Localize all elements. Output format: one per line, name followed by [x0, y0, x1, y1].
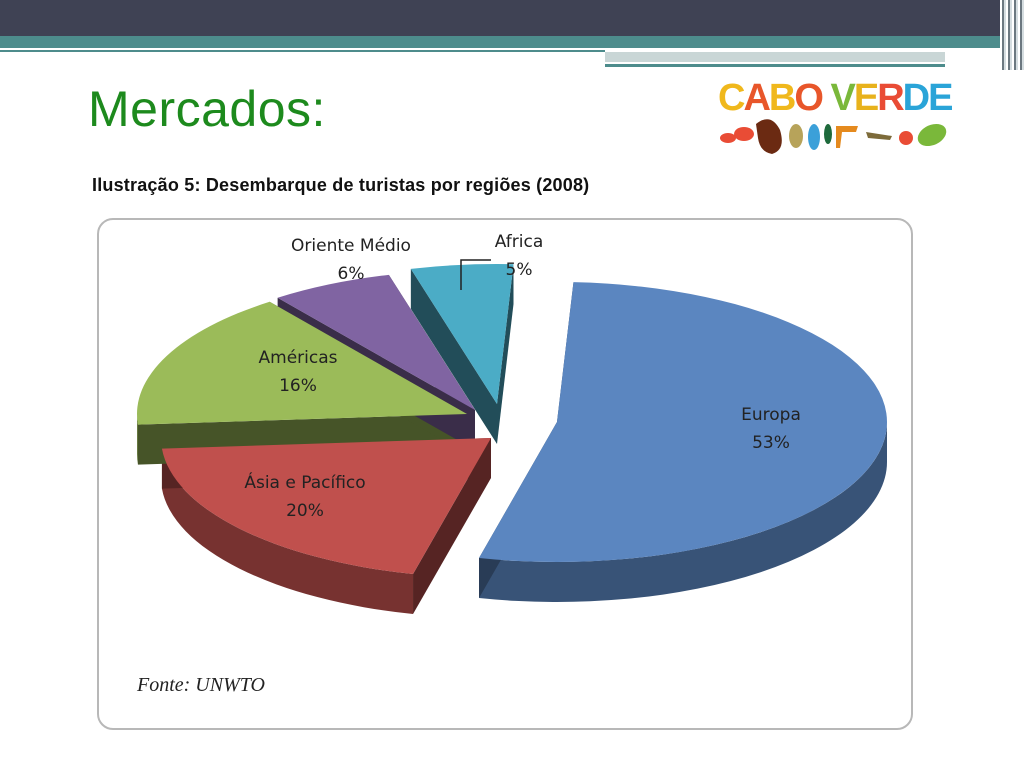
- pie-slice-oriente-m-dio: [277, 274, 475, 410]
- logo-wordmark: CABO VERDE: [718, 77, 952, 119]
- cabo-verde-logo: CABO VERDE: [718, 77, 954, 154]
- pie-slice-europa: [479, 282, 887, 562]
- slice-label-name: Europa: [741, 405, 801, 425]
- source-note: Fonte: UNWTO: [137, 674, 265, 696]
- header-line: [0, 50, 605, 52]
- slice-side-4-1: [497, 264, 514, 444]
- slice-label-name: Africa: [495, 232, 544, 252]
- slide-title: Mercados:: [88, 81, 326, 137]
- slice-side-1-0: [413, 438, 491, 615]
- slice-wall-2-0: [137, 414, 138, 465]
- slice-label-name: Ásia e Pacífico: [244, 471, 365, 493]
- figure-caption: Ilustração 5: Desembarque de turistas po…: [92, 175, 590, 195]
- slice-wall-1-0: [161, 448, 414, 615]
- header-bar: [0, 0, 1024, 36]
- slice-leader-line: [460, 259, 491, 290]
- slice-label-value: 16%: [279, 376, 317, 396]
- slice-wall-0-0: [479, 422, 887, 602]
- slice-side-4-0: [410, 268, 497, 444]
- header-line-lower: [605, 64, 945, 67]
- slice-label-name: Oriente Médio: [291, 236, 411, 256]
- pie-slice-am-ricas: [137, 301, 467, 425]
- slice-label-value: 6%: [338, 264, 365, 284]
- pie-chart: Europa 53% Ásia e Pacífico 20% Américas 16% Or…: [137, 232, 887, 615]
- corner-stripes: [1000, 0, 1024, 70]
- logo-shapes: [720, 119, 947, 154]
- pie-slice-africa: [410, 264, 514, 404]
- slice-label-value: 5%: [506, 260, 533, 280]
- chart-frame: Europa 53% Ásia e Pacífico 20% Américas 16% Or…: [97, 218, 913, 730]
- slice-label-name: Américas: [259, 348, 338, 368]
- header-stripe: [0, 36, 1000, 48]
- slice-label-value: 53%: [752, 433, 790, 453]
- header-line-light: [605, 52, 945, 62]
- slice-label-value: 20%: [286, 501, 324, 521]
- pie-slice--sia-e-pac-fico: [161, 438, 491, 575]
